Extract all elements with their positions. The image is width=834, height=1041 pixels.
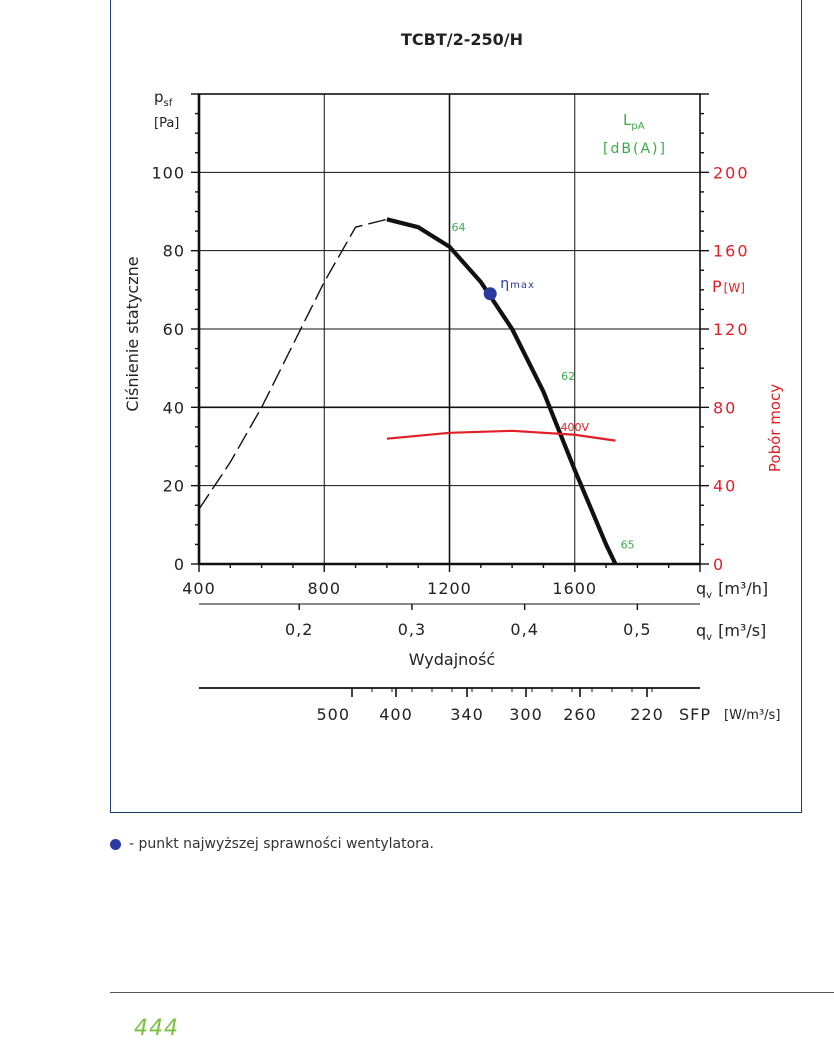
lpa-unit: [dB(A)] xyxy=(603,141,667,157)
x-tick-label-m3s: 0,5 xyxy=(623,620,651,639)
power-curve-label: 400V xyxy=(560,421,589,434)
footer-divider xyxy=(110,992,834,993)
y-tick-label: 0 xyxy=(174,555,185,574)
right-tick-label: 0 xyxy=(713,555,725,574)
sfp-tick-label: 400 xyxy=(379,705,413,724)
sound-level-label: 64 xyxy=(452,221,466,234)
x-tick-label-m3s: 0,2 xyxy=(285,620,313,639)
sfp-tick-label: 340 xyxy=(450,705,484,724)
x-tick-label-m3s: 0,4 xyxy=(510,620,538,639)
y-axis-unit: [Pa] xyxy=(154,116,179,131)
x-tick-label-m3h: 800 xyxy=(307,579,341,598)
fan-curve-line xyxy=(386,217,618,565)
right-tick-label: 120 xyxy=(713,320,750,339)
y-tick-label: 80 xyxy=(163,242,185,261)
sfp-unit: [W/m³/s] xyxy=(724,708,780,723)
chart-title: TCBT/2-250/H xyxy=(401,30,523,49)
right-tick-label: 80 xyxy=(713,398,737,417)
legend-text: - punkt najwyższej sprawności wentylator… xyxy=(129,836,434,852)
sfp-tick-label: 260 xyxy=(563,705,597,724)
sfp-tick-label: 300 xyxy=(509,705,543,724)
y-axis-title: Ciśnienie statyczne xyxy=(123,256,142,411)
x-axis-unit-m3h: qv [m³/h] xyxy=(696,579,768,601)
x-axis-unit-m3s: qv [m³/s] xyxy=(696,621,766,643)
right-tick-label: 40 xyxy=(713,477,737,496)
efficiency-point-label: ηmax xyxy=(500,276,535,292)
legend: - punkt najwyższej sprawności wentylator… xyxy=(110,836,434,852)
lpa-label: LpA xyxy=(623,111,645,132)
fan-performance-chart: TCBT/2-250/H 0 20 40 60 80 100 psf [Pa] Ciśnienie… xyxy=(123,30,784,724)
sfp-tick-label: 500 xyxy=(316,705,350,724)
sfp-tick-label: 220 xyxy=(630,705,664,724)
x-tick-label-m3s: 0,3 xyxy=(398,620,426,639)
power-axis-title: Pobór mocy xyxy=(766,384,784,472)
x-tick-label-m3h: 1600 xyxy=(552,579,597,598)
right-tick-label: 200 xyxy=(713,163,750,182)
sound-level-label: 65 xyxy=(621,538,635,551)
x-axis-title: Wydajność xyxy=(409,650,495,669)
efficiency-point-icon xyxy=(110,838,121,850)
page-number: 444 xyxy=(134,1016,179,1041)
y-tick-label: 20 xyxy=(163,477,185,496)
fan-curve-unstable-line xyxy=(198,218,388,510)
x-tick-label-m3h: 400 xyxy=(182,579,216,598)
sound-level-label: 62 xyxy=(561,370,575,383)
chart-frame xyxy=(110,0,802,813)
y-tick-label: 40 xyxy=(163,398,185,417)
power-curve-line xyxy=(386,429,616,442)
x-tick-label-m3h: 1200 xyxy=(427,579,472,598)
power-axis-unit: P [W] xyxy=(712,277,745,296)
right-tick-label: 160 xyxy=(713,242,750,261)
y-tick-label: 60 xyxy=(163,320,185,339)
y-tick-label: 100 xyxy=(151,163,185,182)
y-axis-symbol: psf xyxy=(154,88,173,109)
efficiency-point-marker xyxy=(483,287,497,301)
sfp-label: SFP xyxy=(679,705,711,724)
